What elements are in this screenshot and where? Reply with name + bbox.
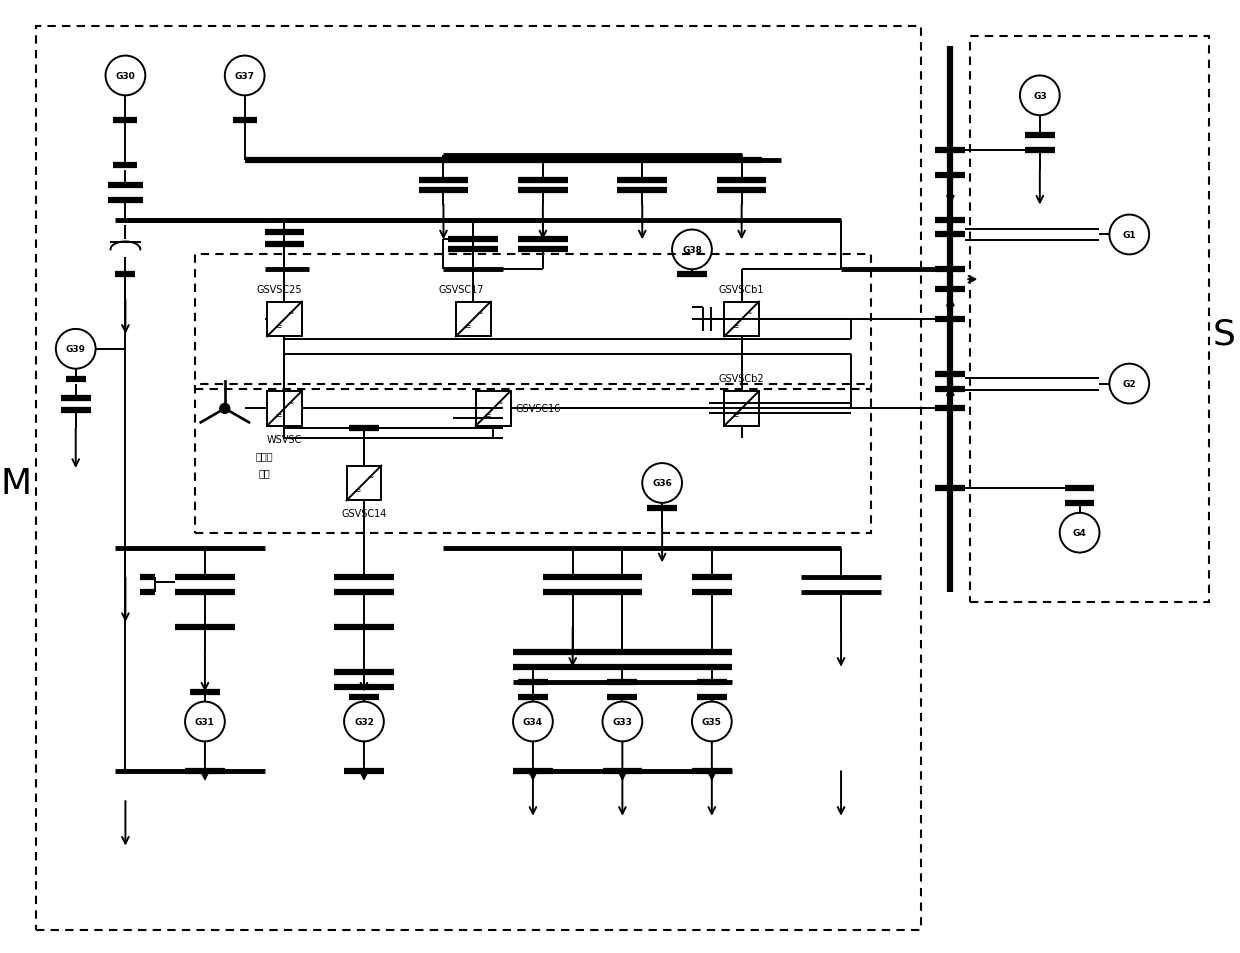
- Text: G4: G4: [1073, 529, 1086, 537]
- Text: GSVSC16: GSVSC16: [516, 404, 560, 414]
- Bar: [724, 392, 759, 426]
- Text: ~: ~: [496, 398, 502, 407]
- Text: G2: G2: [1122, 379, 1136, 389]
- Text: =: =: [484, 411, 490, 419]
- Text: G31: G31: [195, 718, 215, 726]
- Bar: [36, 27, 920, 930]
- Bar: [970, 36, 1209, 602]
- Text: =: =: [464, 321, 470, 331]
- Circle shape: [219, 404, 229, 414]
- Text: WSVSC: WSVSC: [267, 435, 303, 444]
- Text: GSVSC17: GSVSC17: [439, 284, 484, 294]
- Text: M: M: [0, 466, 32, 500]
- Text: =: =: [275, 321, 281, 331]
- Text: ~: ~: [745, 309, 751, 318]
- Bar: [195, 384, 870, 533]
- Text: G36: G36: [652, 479, 672, 488]
- Bar: [346, 466, 382, 501]
- Text: GSVSCb1: GSVSCb1: [719, 284, 764, 294]
- Text: G37: G37: [234, 71, 254, 81]
- Bar: [456, 302, 491, 337]
- Text: =: =: [355, 485, 361, 495]
- Text: G1: G1: [1122, 231, 1136, 240]
- Text: G39: G39: [66, 345, 86, 354]
- Text: G35: G35: [702, 718, 722, 726]
- Text: G30: G30: [115, 71, 135, 81]
- Bar: [267, 302, 301, 337]
- Bar: [724, 302, 759, 337]
- Text: 电场: 电场: [259, 468, 270, 478]
- Text: =: =: [732, 411, 739, 419]
- Text: =: =: [275, 411, 281, 419]
- Text: ~: ~: [288, 398, 294, 407]
- Bar: [267, 392, 301, 426]
- Text: G38: G38: [682, 246, 702, 254]
- Text: G3: G3: [1033, 91, 1047, 101]
- Text: G32: G32: [355, 718, 374, 726]
- Text: S: S: [1213, 317, 1235, 352]
- Text: ~: ~: [476, 309, 482, 318]
- Bar: [476, 392, 511, 426]
- Text: G34: G34: [523, 718, 543, 726]
- Text: 海上风: 海上风: [255, 451, 273, 461]
- Text: G33: G33: [613, 718, 632, 726]
- Text: =: =: [732, 321, 739, 331]
- Text: GSVSCb2: GSVSCb2: [719, 374, 765, 384]
- Text: ~: ~: [745, 398, 751, 407]
- Text: ~: ~: [367, 473, 373, 481]
- Text: GSVSC25: GSVSC25: [257, 284, 303, 294]
- Text: ~: ~: [288, 309, 294, 318]
- Text: GSVSC14: GSVSC14: [341, 509, 387, 518]
- Bar: [195, 255, 870, 389]
